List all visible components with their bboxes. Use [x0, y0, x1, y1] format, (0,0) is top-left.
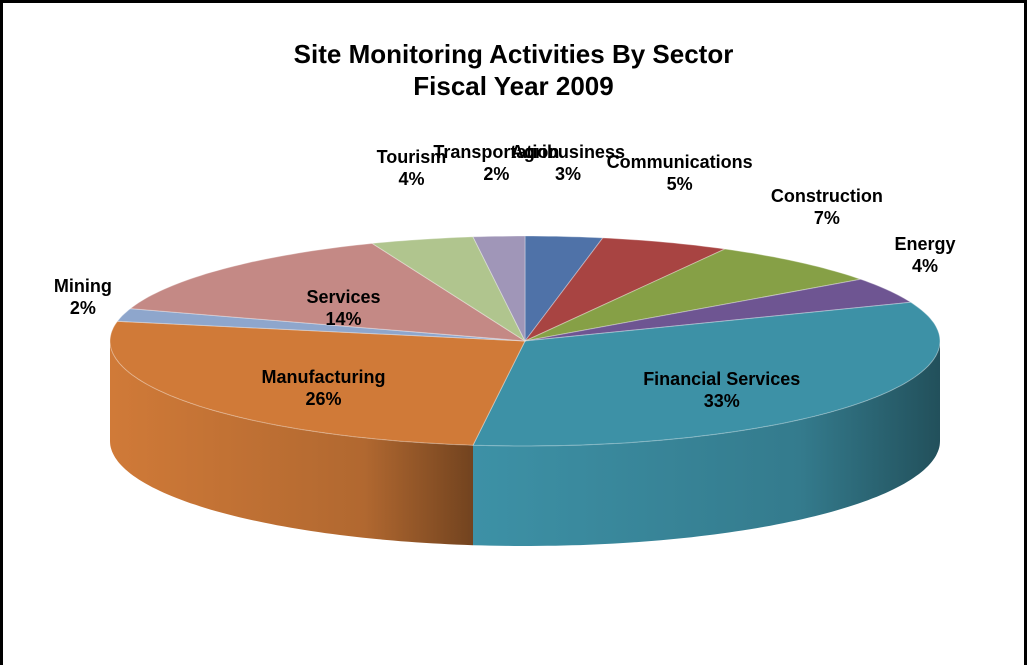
pie-slice: [370, 236, 527, 343]
label-value: 4%: [912, 256, 939, 276]
label-name: Construction: [770, 186, 883, 207]
pie-canvas: [109, 235, 941, 546]
label-name: Transportation: [433, 141, 560, 162]
pie-slice-side: [110, 341, 473, 546]
data-label: Financial Services 33%: [642, 368, 802, 412]
pie-slice: [128, 242, 526, 342]
label-name: Mining: [53, 275, 112, 296]
pie-slice: [524, 278, 913, 342]
label-value: 7%: [813, 208, 840, 229]
pie-slice: [472, 301, 941, 447]
data-label: Construction 7%: [732, 185, 922, 229]
data-label: Manufacturing 26%: [244, 366, 404, 410]
label-name: Manufacturing: [261, 367, 386, 388]
label-name: Financial Services: [643, 368, 801, 389]
pie-slice: [472, 235, 526, 342]
label-value: 14%: [325, 308, 362, 329]
data-label: Agribusiness 3%: [473, 141, 663, 185]
label-value: 5%: [666, 174, 693, 195]
pie-slice: [524, 235, 604, 343]
pie-slice: [116, 308, 526, 342]
chart-title: Site Monitoring Activities By Sector: [293, 39, 734, 69]
chart-subtitle: Fiscal Year 2009: [413, 71, 614, 101]
data-label: Transportation 2%: [401, 141, 591, 185]
pie-slice-side: [473, 341, 940, 546]
label-value: 4%: [398, 169, 425, 190]
data-label: Communications 5%: [585, 151, 775, 195]
label-name: Tourism: [376, 147, 447, 168]
label-name: Communications: [606, 152, 753, 173]
data-label: Tourism 4%: [316, 146, 506, 190]
data-label: Services 14%: [263, 286, 423, 330]
pie-slice: [524, 248, 863, 342]
label-name: Energy: [894, 234, 956, 254]
label-name: Services: [306, 286, 381, 307]
label-value: 33%: [703, 390, 740, 411]
label-value: 2%: [483, 163, 510, 184]
label-value: 26%: [305, 389, 342, 410]
pie-slice: [109, 320, 526, 446]
label-name: Agribusiness: [510, 142, 625, 163]
label-value: 2%: [69, 297, 96, 318]
data-label: Energy 4%: [830, 233, 1020, 277]
data-label: Mining 2%: [3, 275, 178, 319]
pie-slice: [524, 237, 727, 342]
label-value: 3%: [554, 164, 581, 185]
